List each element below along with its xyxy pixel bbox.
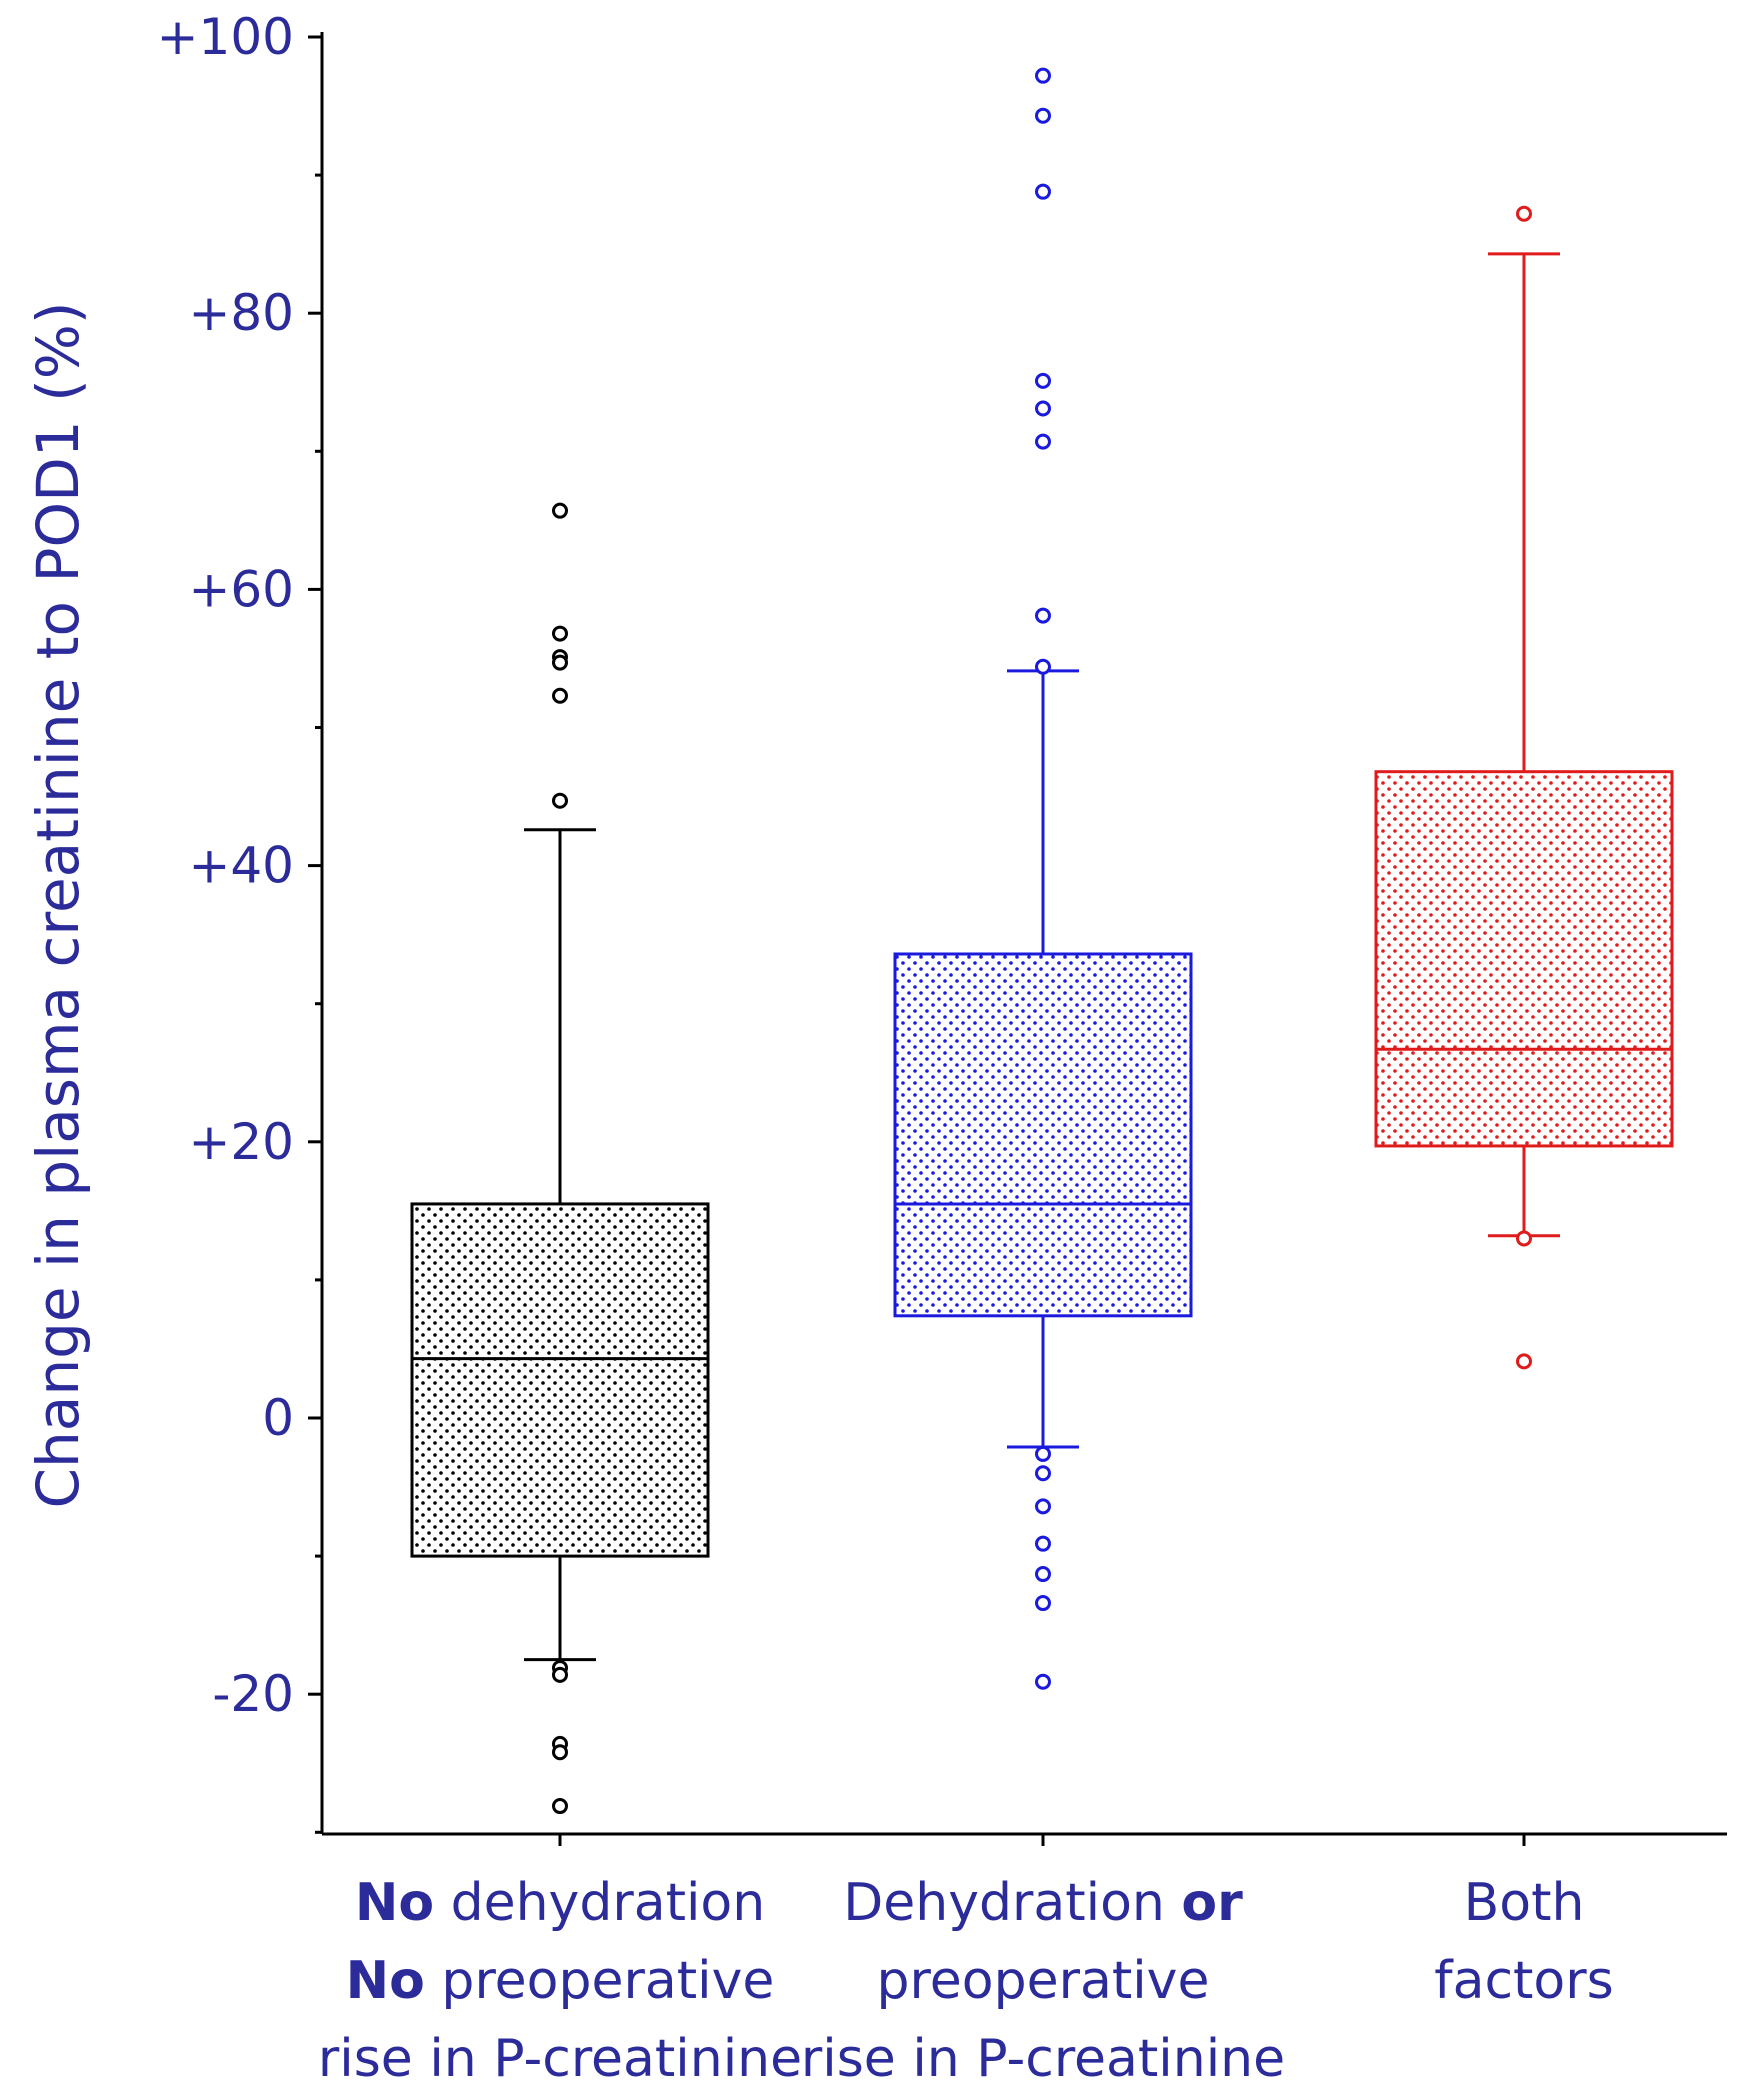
x-category-label-text: Both: [1464, 1873, 1585, 1933]
outlier-point: [552, 687, 568, 704]
outlier-point: [1035, 1673, 1051, 1690]
outlier-point: [1035, 1465, 1051, 1482]
iqr-box: [1374, 770, 1674, 1148]
outlier-point: [1035, 372, 1051, 389]
outlier-point: [1035, 183, 1051, 200]
y-tick-label: 0: [262, 1389, 294, 1447]
outlier-point: [1035, 1566, 1051, 1583]
x-category-label: Both factors: [1434, 1873, 1613, 2011]
x-category-label-text: No: [346, 1951, 425, 2011]
outlier-point: [552, 654, 568, 671]
x-category-label: Dehydration or preoperative rise in P-crea…: [801, 1873, 1285, 2089]
x-category-label-text: rise in P-creatinine: [318, 2029, 802, 2089]
y-tick-label: +20: [188, 1113, 294, 1171]
outlier-point: [1035, 1498, 1051, 1515]
outlier-point: [1035, 1535, 1051, 1552]
box-group-one-factor: [893, 67, 1193, 1690]
x-category-label-text: rise in P-creatinine: [801, 2029, 1285, 2089]
outlier-point: [1035, 400, 1051, 417]
outlier-point: [1035, 607, 1051, 624]
x-category-label-text: factors: [1434, 1951, 1613, 2011]
outlier-point: [1516, 1353, 1532, 1370]
outlier-point: [552, 1744, 568, 1761]
outlier-point: [552, 1798, 568, 1815]
box-group-no-factors: [410, 502, 710, 1815]
outlier-point: [552, 792, 568, 809]
outlier-point: [1035, 1595, 1051, 1612]
y-tick-label: +80: [188, 284, 294, 342]
y-tick-label: +40: [188, 837, 294, 895]
outlier-point: [552, 625, 568, 642]
iqr-box: [893, 952, 1193, 1318]
y-tick-label: -20: [212, 1665, 294, 1723]
y-axis-title: Change in plasma creatinine to POD1 (%): [24, 302, 92, 1509]
x-category-label-text: Dehydration: [843, 1873, 1181, 1933]
x-category-label-text: dehydration: [434, 1873, 765, 1933]
outlier-point: [1035, 433, 1051, 450]
outlier-point: [552, 1666, 568, 1683]
x-category-label-text: or: [1181, 1873, 1243, 1933]
outlier-point: [1035, 67, 1051, 84]
outlier-point: [552, 502, 568, 519]
outlier-point: [1035, 107, 1051, 124]
y-tick-label: +100: [157, 8, 294, 66]
box-group-both-factors: [1374, 205, 1674, 1370]
outlier-point: [1035, 1445, 1051, 1462]
x-category-label-text: No: [355, 1873, 434, 1933]
outlier-point: [1516, 1230, 1532, 1247]
x-category-label-text: preoperative: [877, 1951, 1210, 2011]
x-category-label-text: preoperative: [425, 1951, 774, 2011]
outlier-point: [1516, 205, 1532, 222]
iqr-box: [410, 1202, 710, 1558]
outlier-point: [1035, 658, 1051, 675]
x-category-label: No dehydration No preoperative rise in P-c…: [318, 1873, 802, 2089]
y-tick-label: +60: [188, 560, 294, 618]
